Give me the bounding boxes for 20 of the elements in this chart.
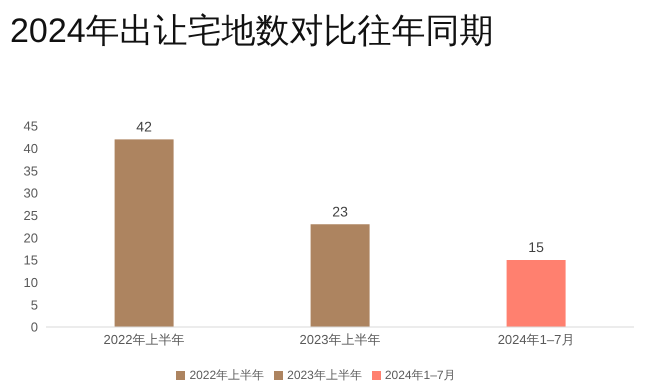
legend-label: 2023年上半年 [287,368,362,382]
y-tick-label: 45 [24,118,38,134]
x-tick-label: 2023年上半年 [300,332,380,348]
y-tick-label: 20 [24,230,38,246]
y-tick-label: 0 [30,320,38,335]
y-tick-label: 10 [24,274,38,290]
y-tick-label: 30 [24,186,38,201]
data-label: 23 [332,203,348,220]
y-tick-label: 25 [24,208,38,223]
y-tick-label: 5 [30,297,38,312]
data-label: 15 [528,239,544,255]
x-tick-label: 2024年1–7月 [498,332,574,348]
data-label: 42 [136,118,152,134]
chart-title: 2024年出让宅地数对比往年同期 [10,11,495,52]
y-tick-label: 40 [24,140,38,156]
y-tick-label: 35 [24,163,38,178]
legend-label: 2024年1–7月 [384,368,456,382]
x-tick-label: 2022年上半年 [104,332,184,348]
y-tick-label: 15 [24,252,38,268]
legend-label: 2022年上半年 [189,368,264,382]
